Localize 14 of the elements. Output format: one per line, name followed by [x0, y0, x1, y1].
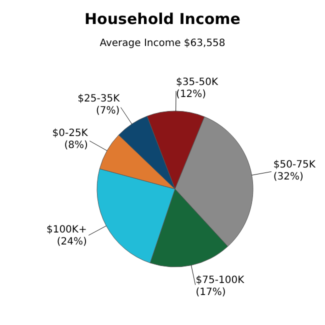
slice-label: $50-75K — [273, 159, 316, 170]
slice-label: $25-35K — [78, 94, 120, 105]
slice-label: $100K+ — [46, 224, 87, 236]
data-label: (12%) — [176, 89, 206, 100]
slice-label: $35-50K — [176, 77, 218, 88]
data-label: (7%) — [96, 106, 120, 117]
data-label: (8%) — [64, 140, 88, 151]
data-label: (24%) — [56, 236, 87, 248]
chart-title: Household Income — [84, 9, 242, 28]
data-label: (32%) — [273, 171, 304, 182]
slice-label: $0-25K — [52, 128, 88, 139]
data-label: (17%) — [196, 286, 226, 298]
chart-subtitle: Average Income $63,558 — [98, 38, 226, 49]
slice-label: $75-100K — [196, 274, 245, 286]
